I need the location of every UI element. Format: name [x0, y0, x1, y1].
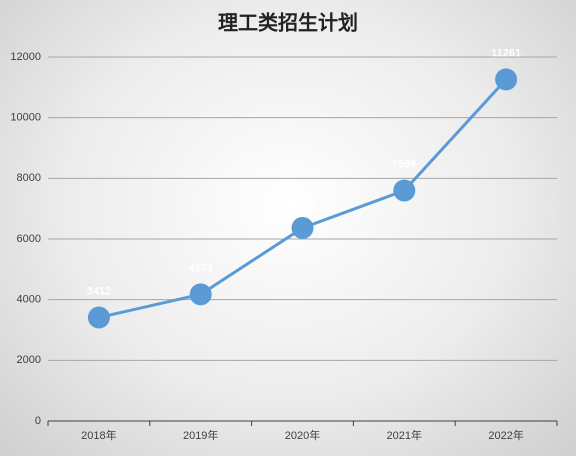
x-tick-label: 2020年: [285, 428, 320, 442]
value-label: 11261: [491, 47, 521, 59]
y-tick-label: 0: [35, 415, 41, 427]
x-tick-label: 2021年: [387, 428, 422, 442]
value-label: 7598: [392, 158, 416, 170]
x-tick-label: 2022年: [488, 428, 523, 442]
y-tick-label: 2000: [17, 354, 41, 366]
point: [495, 68, 518, 91]
y-tick-label: 4000: [17, 294, 41, 306]
y-tick-label: 12000: [10, 51, 41, 63]
point: [393, 179, 416, 202]
value-label: 4174: [188, 262, 213, 274]
value-label: 3412: [87, 285, 111, 297]
point: [87, 306, 110, 329]
value-label: 6364: [290, 196, 315, 208]
x-tick-label: 2018年: [81, 428, 116, 442]
y-tick-label: 8000: [17, 172, 41, 184]
point: [291, 216, 314, 239]
x-tick-label: 2019年: [183, 428, 218, 442]
y-tick-label: 10000: [10, 112, 41, 124]
chart-title: 理工类招生计划: [218, 11, 358, 35]
y-tick-label: 6000: [17, 233, 41, 245]
point: [189, 283, 212, 306]
